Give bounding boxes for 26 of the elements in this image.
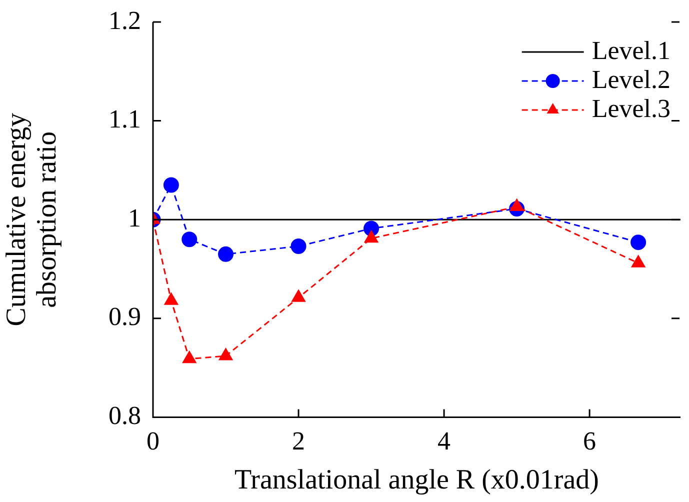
point — [292, 290, 306, 302]
x-axis-title: Translational angle R (x0.01rad) — [234, 464, 599, 496]
y-axis-title: Cumulative energy absorption ratio — [0, 112, 63, 326]
point — [630, 234, 646, 250]
legend-label: Level.2 — [592, 64, 670, 94]
point — [364, 230, 378, 243]
y-tick-label: 1.2 — [108, 6, 141, 35]
point — [218, 348, 233, 360]
y-tick-label: 0.8 — [108, 401, 141, 430]
x-tick-label: 0 — [146, 426, 160, 456]
point — [182, 351, 196, 364]
x-tick-label: 6 — [583, 426, 596, 456]
point — [510, 199, 524, 212]
point — [631, 255, 646, 268]
point — [218, 246, 234, 262]
x-tick-label: 2 — [292, 426, 306, 456]
y-tick-label: 0.9 — [108, 302, 141, 332]
legend-label: Level.3 — [592, 94, 670, 123]
legend-label: Level.1 — [592, 36, 670, 65]
x-tick-label: 4 — [438, 426, 451, 456]
point — [182, 232, 198, 248]
y-tick-label: 1 — [128, 203, 141, 232]
point — [164, 292, 178, 305]
point — [290, 238, 306, 254]
y-tick-label: 1.1 — [108, 104, 141, 134]
point — [163, 177, 179, 193]
